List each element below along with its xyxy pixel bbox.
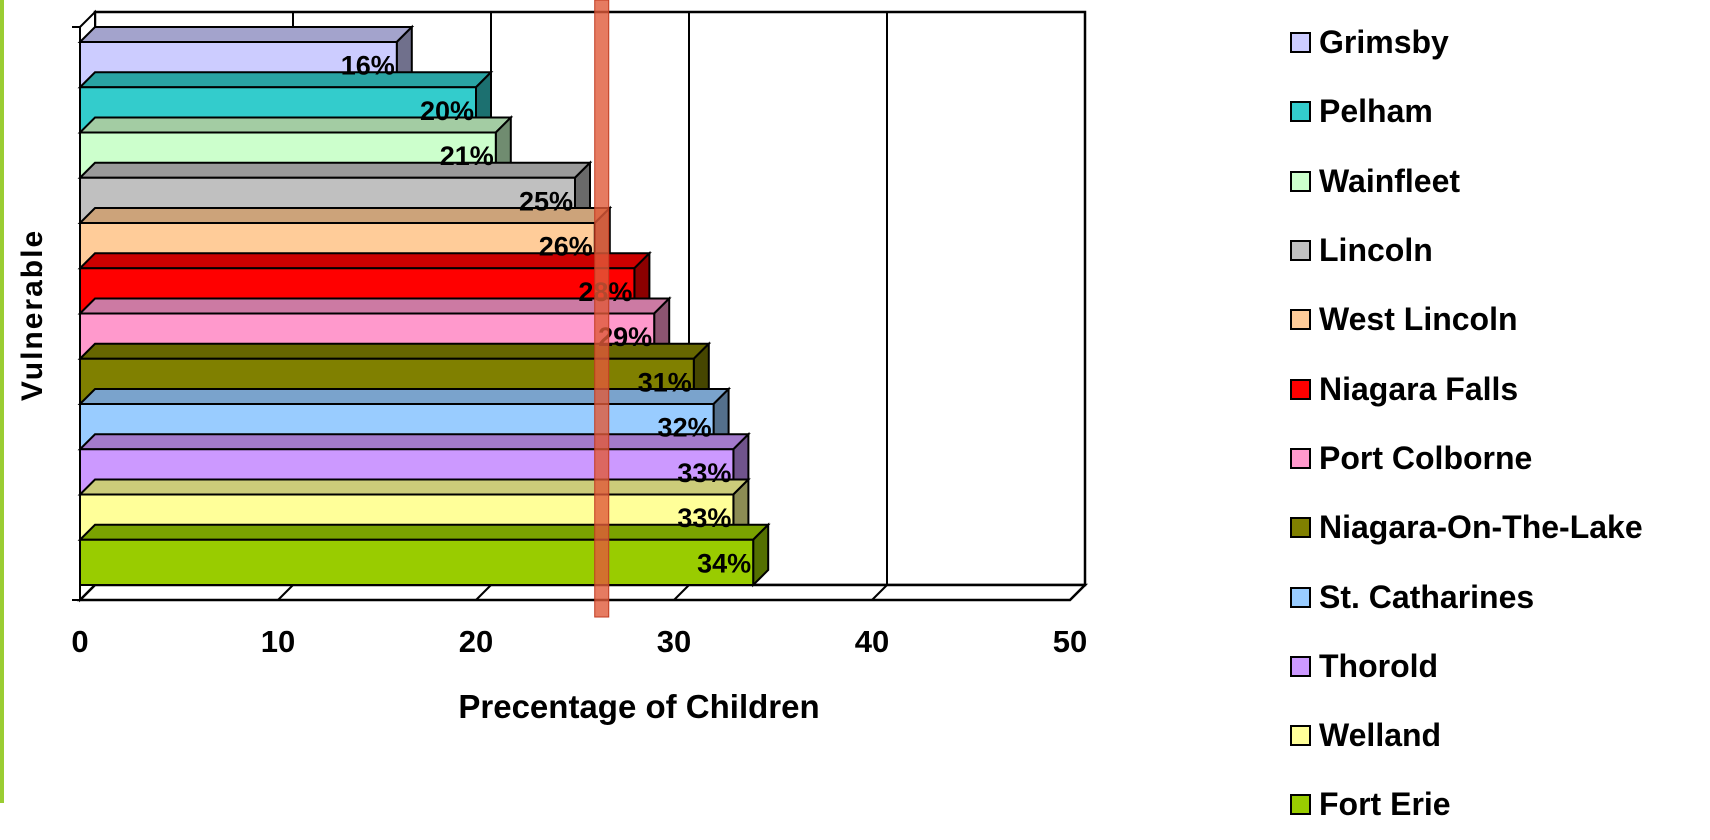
- legend-item: West Lincoln: [1290, 285, 1705, 354]
- legend-swatch: [1290, 378, 1311, 400]
- legend-label: Lincoln: [1319, 232, 1433, 269]
- legend-label: Fort Erie: [1319, 786, 1451, 823]
- floor-gridline: [277, 584, 294, 601]
- floor-gridline: [475, 584, 492, 601]
- legend-label: St. Catharines: [1319, 578, 1535, 615]
- legend-item: Niagara-On-The-Lake: [1290, 493, 1705, 562]
- x-axis-title: Precentage of Children: [458, 688, 819, 725]
- legend-item: St. Catharines: [1290, 562, 1705, 631]
- x-tick-label: 40: [855, 624, 889, 659]
- legend-swatch: [1290, 101, 1311, 123]
- legend-label: Grimsby: [1319, 24, 1449, 61]
- data-label: 34%: [697, 548, 751, 578]
- floor-gridline: [673, 584, 690, 601]
- bar-top-face: [77, 71, 494, 89]
- legend-label: Thorold: [1319, 647, 1439, 684]
- x-tick-label: 50: [1053, 624, 1087, 659]
- legend-swatch: [1290, 309, 1311, 331]
- legend-swatch: [1290, 794, 1311, 816]
- legend-label: Niagara Falls: [1319, 370, 1519, 407]
- legend-swatch: [1290, 655, 1311, 677]
- legend-label: Niagara-On-The-Lake: [1319, 509, 1643, 546]
- data-label: 33%: [677, 503, 731, 533]
- x-tick-label: 0: [71, 624, 88, 659]
- bar-top-face: [77, 26, 415, 43]
- legend-item: Port Colborne: [1290, 424, 1705, 493]
- x-tick-label: 20: [459, 624, 493, 659]
- legend-label: Welland: [1319, 717, 1442, 754]
- data-label: 33%: [677, 458, 731, 488]
- legend-label: Pelham: [1319, 93, 1433, 130]
- legend-item: Grimsby: [1290, 8, 1705, 77]
- legend-item: Pelham: [1290, 77, 1705, 146]
- data-label: 26%: [539, 232, 593, 262]
- legend-swatch: [1290, 240, 1311, 262]
- legend-swatch: [1290, 725, 1311, 747]
- bar-top-face: [77, 388, 732, 405]
- legend-item: Fort Erie: [1290, 770, 1705, 839]
- y-axis-title: Vulnerable: [16, 229, 49, 401]
- data-label: 21%: [440, 141, 494, 171]
- legend-item: Thorold: [1290, 632, 1705, 701]
- legend-item: Wainfleet: [1290, 147, 1705, 216]
- legend-item: Lincoln: [1290, 216, 1705, 285]
- legend-swatch: [1290, 170, 1311, 192]
- data-label: 16%: [341, 51, 395, 81]
- left-border-strip: [0, 0, 4, 803]
- x-tick-label: 10: [261, 624, 295, 659]
- legend-item: Welland: [1290, 701, 1705, 770]
- legend-swatch: [1290, 517, 1311, 539]
- bar-top-face: [77, 478, 751, 496]
- legend: Grimsby Pelham Wainfleet Lincoln West Lincol…: [1290, 8, 1705, 840]
- bar: [79, 538, 755, 586]
- plot-floor: [76, 583, 1089, 602]
- data-label: 20%: [420, 96, 474, 126]
- legend-label: Wainfleet: [1319, 162, 1461, 199]
- legend-label: Port Colborne: [1319, 439, 1533, 476]
- x-tick-label: 30: [657, 624, 691, 659]
- data-label: 25%: [519, 186, 573, 216]
- floor-gridline: [871, 584, 888, 601]
- data-label: 32%: [658, 413, 712, 443]
- data-label: 31%: [638, 367, 692, 397]
- legend-swatch: [1290, 32, 1311, 54]
- legend-item: Niagara Falls: [1290, 354, 1705, 423]
- bar-top-face: [77, 433, 751, 451]
- bar-top-face: [77, 523, 771, 541]
- legend-label: West Lincoln: [1319, 301, 1518, 338]
- reference-line: [594, 0, 610, 618]
- legend-swatch: [1290, 447, 1311, 469]
- bar-top-face: [77, 161, 593, 179]
- legend-swatch: [1290, 586, 1311, 608]
- bar-chart: 16%20%21%25%26%28%29%31%32%33%33%34%0102…: [16, 0, 1089, 725]
